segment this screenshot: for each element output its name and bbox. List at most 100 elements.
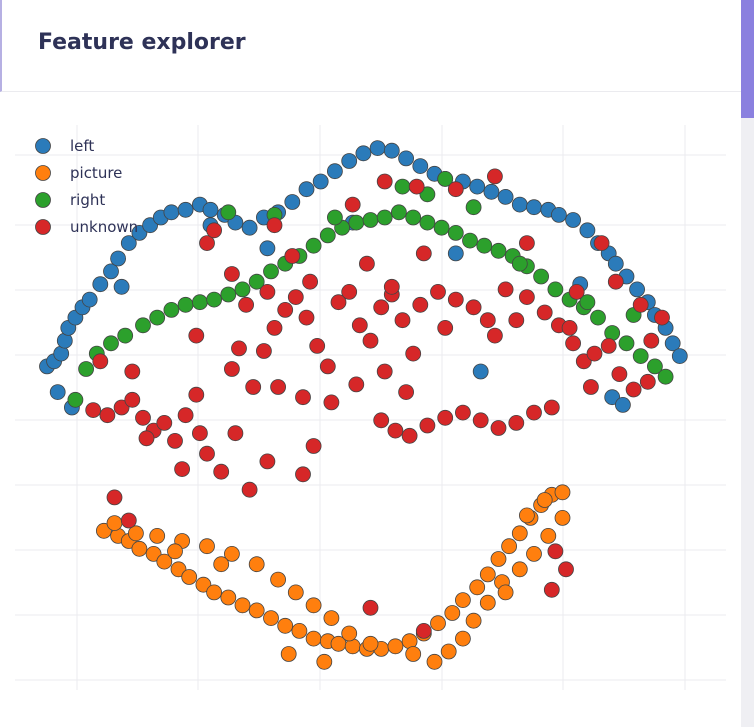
data-point-unknown[interactable]: [508, 312, 525, 329]
data-point-unknown[interactable]: [373, 299, 390, 316]
data-point-unknown[interactable]: [362, 332, 379, 349]
data-point-right[interactable]: [117, 327, 134, 344]
data-point-unknown[interactable]: [519, 235, 535, 252]
data-point-left[interactable]: [341, 153, 358, 169]
legend-marker-right[interactable]: [35, 192, 51, 208]
data-point-unknown[interactable]: [454, 404, 471, 421]
data-point-picture[interactable]: [454, 592, 471, 609]
legend-label-picture[interactable]: picture: [70, 164, 122, 182]
data-point-unknown[interactable]: [383, 278, 400, 295]
data-point-left[interactable]: [383, 142, 400, 159]
data-point-unknown[interactable]: [632, 296, 649, 313]
data-point-unknown[interactable]: [135, 409, 151, 426]
data-point-picture[interactable]: [131, 540, 148, 557]
data-point-left[interactable]: [355, 145, 372, 162]
data-point-picture[interactable]: [213, 556, 230, 573]
data-point-left[interactable]: [412, 158, 429, 174]
data-point-right[interactable]: [394, 178, 411, 195]
data-point-unknown[interactable]: [199, 445, 215, 462]
data-point-left[interactable]: [671, 348, 688, 365]
data-point-unknown[interactable]: [575, 353, 592, 370]
data-point-picture[interactable]: [497, 584, 514, 601]
legend-marker-picture[interactable]: [35, 165, 51, 181]
data-point-unknown[interactable]: [223, 266, 240, 282]
data-point-right[interactable]: [376, 209, 393, 226]
data-point-unknown[interactable]: [348, 376, 365, 393]
data-point-unknown[interactable]: [223, 361, 240, 377]
data-point-unknown[interactable]: [188, 386, 205, 403]
data-point-picture[interactable]: [223, 545, 240, 562]
data-point-unknown[interactable]: [106, 489, 123, 506]
data-point-right[interactable]: [476, 237, 493, 254]
data-point-picture[interactable]: [280, 646, 297, 662]
data-point-unknown[interactable]: [231, 340, 247, 357]
data-point-left[interactable]: [447, 245, 464, 262]
data-point-unknown[interactable]: [654, 309, 670, 326]
data-point-right[interactable]: [533, 268, 549, 285]
data-point-unknown[interactable]: [124, 391, 141, 408]
data-point-picture[interactable]: [444, 605, 461, 621]
data-point-left[interactable]: [551, 207, 567, 223]
data-point-unknown[interactable]: [405, 345, 422, 362]
data-point-left[interactable]: [469, 178, 486, 195]
data-point-unknown[interactable]: [625, 381, 642, 398]
data-point-picture[interactable]: [156, 553, 173, 570]
data-point-left[interactable]: [526, 199, 542, 216]
data-point-unknown[interactable]: [199, 235, 215, 252]
data-point-picture[interactable]: [526, 545, 542, 562]
data-point-picture[interactable]: [277, 617, 294, 634]
data-point-picture[interactable]: [270, 571, 287, 588]
data-point-unknown[interactable]: [373, 412, 390, 429]
data-point-unknown[interactable]: [156, 414, 173, 431]
data-point-right[interactable]: [149, 309, 166, 326]
data-point-unknown[interactable]: [376, 363, 393, 380]
data-point-unknown[interactable]: [188, 327, 205, 344]
data-point-unknown[interactable]: [167, 432, 183, 449]
data-point-right[interactable]: [447, 224, 464, 241]
data-point-unknown[interactable]: [490, 420, 507, 436]
data-point-right[interactable]: [405, 209, 422, 226]
data-point-unknown[interactable]: [408, 178, 425, 195]
data-point-picture[interactable]: [149, 527, 166, 544]
data-point-right[interactable]: [419, 214, 436, 231]
data-point-picture[interactable]: [127, 525, 144, 542]
data-point-unknown[interactable]: [437, 409, 454, 426]
data-point-left[interactable]: [92, 276, 109, 293]
data-point-unknown[interactable]: [298, 309, 315, 326]
data-point-right[interactable]: [657, 368, 674, 385]
data-point-right[interactable]: [78, 361, 94, 377]
data-point-picture[interactable]: [540, 527, 557, 544]
legend-label-right[interactable]: right: [70, 191, 105, 209]
data-point-picture[interactable]: [195, 576, 212, 593]
data-point-picture[interactable]: [430, 615, 446, 632]
data-point-unknown[interactable]: [465, 299, 482, 316]
data-point-unknown[interactable]: [227, 425, 244, 442]
data-point-right[interactable]: [305, 237, 322, 254]
legend[interactable]: left picture right unknown: [35, 137, 139, 236]
data-point-picture[interactable]: [554, 509, 571, 526]
data-point-unknown[interactable]: [302, 273, 319, 290]
data-point-unknown[interactable]: [174, 461, 191, 478]
data-point-picture[interactable]: [362, 635, 379, 652]
data-point-picture[interactable]: [316, 653, 333, 670]
data-point-picture[interactable]: [469, 579, 486, 596]
data-point-unknown[interactable]: [177, 407, 194, 424]
data-point-left[interactable]: [177, 201, 194, 218]
data-point-unknown[interactable]: [323, 394, 340, 411]
data-point-right[interactable]: [326, 209, 343, 226]
data-point-unknown[interactable]: [330, 294, 347, 311]
data-point-unknown[interactable]: [543, 581, 560, 598]
data-point-unknown[interactable]: [643, 332, 660, 349]
data-point-unknown[interactable]: [113, 399, 130, 416]
data-point-unknown[interactable]: [401, 427, 418, 444]
data-point-unknown[interactable]: [238, 296, 255, 313]
data-point-picture[interactable]: [554, 484, 571, 501]
data-point-unknown[interactable]: [508, 414, 525, 431]
data-point-unknown[interactable]: [358, 255, 375, 272]
data-point-left[interactable]: [120, 235, 137, 252]
legend-marker-left[interactable]: [35, 138, 51, 154]
data-point-unknown[interactable]: [287, 289, 304, 306]
data-point-unknown[interactable]: [639, 373, 656, 390]
data-point-picture[interactable]: [536, 492, 553, 508]
data-point-picture[interactable]: [405, 646, 422, 662]
